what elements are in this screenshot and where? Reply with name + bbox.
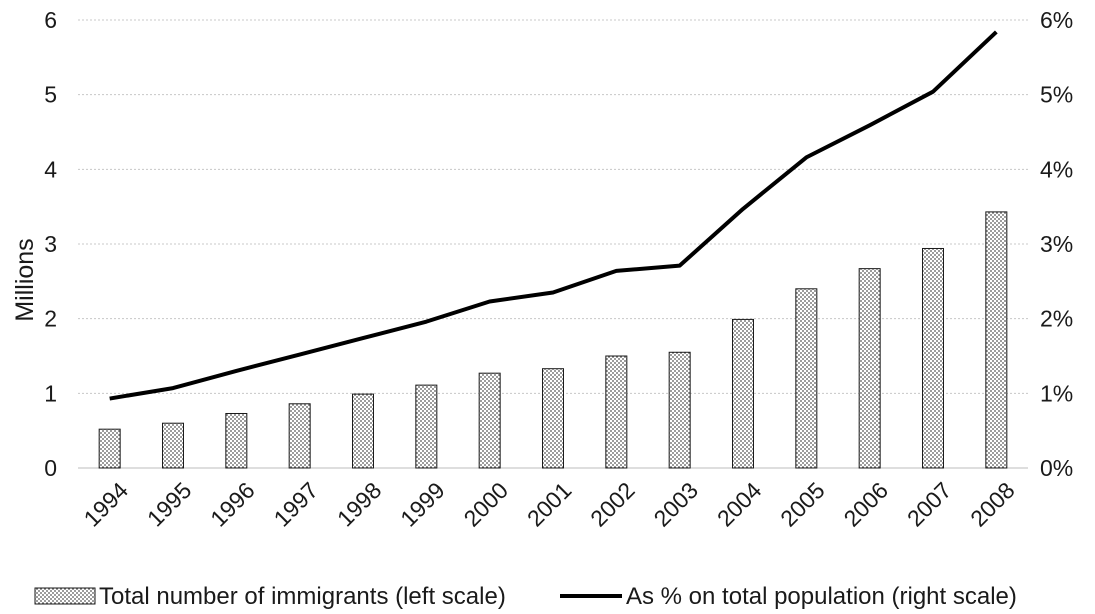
- x-tick-label: 2004: [712, 477, 767, 532]
- percent-line: [109, 30, 998, 401]
- left-tick-label: 2: [44, 306, 57, 332]
- bar-2006: [858, 268, 881, 469]
- right-tick-label: 5%: [1040, 82, 1073, 108]
- x-tick-label: 2001: [522, 477, 577, 532]
- left-tick-label: 3: [44, 231, 57, 257]
- bar-1995: [162, 422, 184, 469]
- x-tick-label: 1994: [79, 477, 134, 532]
- x-tick-label: 2002: [585, 477, 640, 532]
- x-tick-label: 2005: [775, 477, 830, 532]
- bar-1997: [288, 403, 311, 469]
- bar-2007: [922, 247, 944, 469]
- right-tick-label: 4%: [1040, 156, 1073, 182]
- legend-line-label: As % on total population (right scale): [626, 583, 1017, 610]
- right-tick-label: 1%: [1040, 380, 1073, 406]
- legend: Total number of immigrants (left scale) …: [34, 583, 1017, 610]
- legend-bar-swatch: [34, 587, 96, 605]
- left-tick-label: 1: [44, 380, 57, 406]
- bar-2008: [985, 211, 1008, 469]
- bar-2004: [732, 318, 754, 469]
- right-tick-label: 2%: [1040, 306, 1073, 332]
- x-tick-label: 1999: [395, 477, 450, 532]
- x-tick-label: 2008: [965, 477, 1020, 532]
- left-tick-label: 6: [44, 7, 57, 33]
- line-series: [109, 30, 998, 401]
- bar-1994: [98, 428, 121, 469]
- legend-bar-label: Total number of immigrants (left scale): [99, 583, 506, 610]
- left-tick-label: 5: [44, 82, 57, 108]
- x-tick-label: 1997: [269, 477, 324, 532]
- bar-2003: [668, 351, 691, 469]
- x-axis-ticks: 1994 1995 1996 1997 1998 1999 2000 2001 2002 2003…: [79, 477, 1020, 532]
- right-axis-ticks: 0% 1% 2% 3% 4% 5% 6%: [1040, 7, 1073, 481]
- bar-1996: [225, 412, 248, 469]
- bar-2001: [542, 368, 564, 469]
- x-tick-label: 1995: [142, 477, 197, 532]
- left-axis-ticks: 0 1 2 3 4 5 6: [44, 7, 57, 481]
- bar-2005: [795, 288, 818, 469]
- x-tick-label: 2000: [459, 477, 514, 532]
- y-axis-title: Millions: [11, 238, 39, 321]
- bar-2002: [605, 355, 628, 469]
- bar-2000: [478, 372, 501, 469]
- bar-1999: [415, 384, 438, 469]
- x-tick-label: 1996: [205, 477, 260, 532]
- right-tick-label: 0%: [1040, 455, 1073, 481]
- bar-series: [98, 211, 1008, 469]
- right-tick-label: 6%: [1040, 7, 1073, 33]
- bar-1998: [352, 393, 374, 469]
- x-tick-label: 1998: [332, 477, 387, 532]
- right-tick-label: 3%: [1040, 231, 1073, 257]
- x-tick-label: 2003: [649, 477, 704, 532]
- x-tick-label: 2007: [902, 477, 957, 532]
- left-tick-label: 4: [44, 156, 57, 182]
- left-tick-label: 0: [44, 455, 57, 481]
- x-tick-label: 2006: [839, 477, 894, 532]
